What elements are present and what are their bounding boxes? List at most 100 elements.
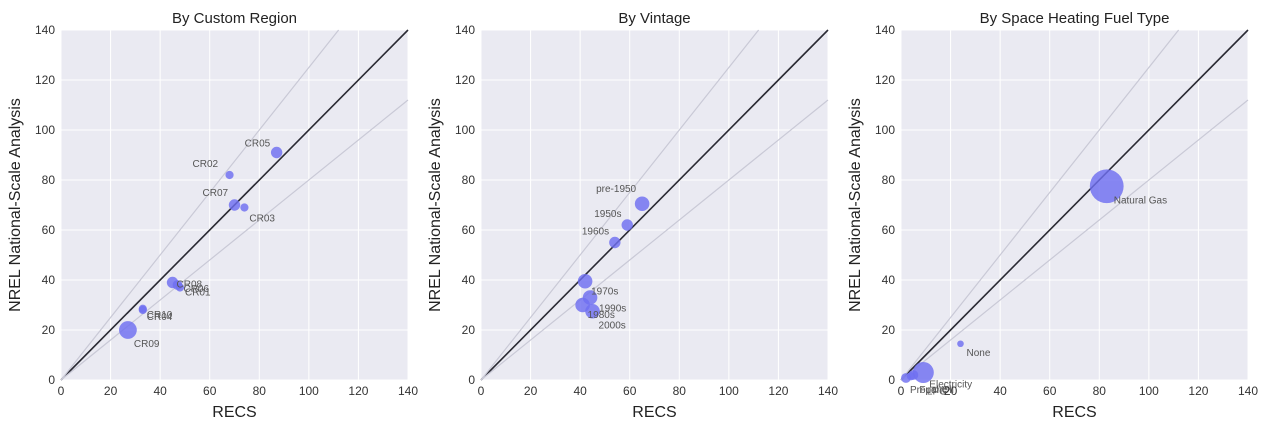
x-tick-label: 0	[58, 384, 65, 398]
chart-title: By Space Heating Fuel Type	[980, 10, 1170, 27]
y-tick-label: 40	[42, 273, 56, 287]
point-label: Propane	[910, 385, 948, 396]
y-tick-label: 120	[875, 73, 895, 87]
gridlines	[900, 29, 1249, 381]
point-label: LPG	[927, 386, 947, 397]
x-axis-label: RECS	[632, 404, 676, 421]
x-tick-label: 40	[993, 384, 1007, 398]
x-tick-label: 60	[203, 384, 217, 398]
x-tick-label: 120	[768, 384, 788, 398]
reference-line	[900, 29, 1180, 381]
y-tick-labels: 0 20 40 60 80 100 120 140	[875, 23, 895, 387]
data-point	[270, 146, 283, 159]
point-label: CR02	[193, 159, 219, 170]
point-label: CR07	[203, 188, 229, 199]
x-tick-label: 20	[944, 384, 958, 398]
data-point	[609, 236, 621, 249]
x-tick-label: 100	[719, 384, 739, 398]
identity-line	[480, 29, 829, 381]
y-tick-label: 60	[42, 223, 56, 237]
x-tick-label: 120	[348, 384, 368, 398]
point-label: CR05	[245, 139, 271, 150]
y-tick-label: 80	[42, 173, 56, 187]
x-tick-label: 40	[573, 384, 587, 398]
data-point	[634, 196, 650, 212]
reference-line	[480, 29, 760, 381]
y-tick-label: 100	[455, 123, 475, 137]
point-label: CR09	[134, 339, 160, 350]
point-label: Natural Gas	[1114, 195, 1167, 206]
x-tick-labels: 0 20 40 60 80 100 120 140	[898, 384, 1259, 398]
point-label: 1980s	[588, 310, 615, 321]
y-tick-label: 100	[35, 123, 55, 137]
data-points	[901, 169, 1124, 383]
x-tick-label: 60	[1043, 384, 1057, 398]
data-point	[228, 199, 241, 211]
point-label: CR06	[183, 284, 209, 295]
data-point	[585, 303, 600, 319]
data-point	[240, 203, 249, 212]
point-label: Electricity	[929, 380, 972, 391]
x-tick-labels: 0 20 40 60 80 100 120 140	[478, 384, 839, 398]
reference-lines	[900, 29, 1249, 381]
point-label: CR04	[147, 312, 173, 323]
y-axis-label: NREL National-Scale Analysis	[427, 98, 444, 312]
y-tick-label: 80	[462, 173, 476, 187]
point-label: 1950s	[594, 209, 621, 220]
reference-line	[900, 99, 1249, 381]
point-label: 1990s	[599, 304, 626, 315]
data-point	[957, 340, 964, 348]
x-tick-label: 0	[478, 384, 485, 398]
data-point	[1089, 169, 1124, 204]
x-tick-label: 120	[1188, 384, 1208, 398]
x-axis-label: RECS	[212, 404, 256, 421]
point-label: CR03	[249, 214, 275, 225]
y-tick-label: 140	[35, 23, 55, 37]
chart-title: By Custom Region	[172, 10, 297, 27]
point-label: CR10	[147, 310, 173, 321]
data-point	[175, 283, 185, 292]
x-tick-label: 100	[299, 384, 319, 398]
x-tick-label: 0	[898, 384, 905, 398]
x-tick-label: 140	[818, 384, 838, 398]
point-label: CR08	[177, 280, 203, 291]
gridlines	[480, 29, 829, 381]
y-tick-labels: 0 20 40 60 80 100 120 140	[35, 23, 55, 387]
chart-title: By Vintage	[618, 10, 690, 27]
x-tick-label: 60	[623, 384, 637, 398]
identity-line	[900, 29, 1249, 381]
data-point	[225, 170, 234, 180]
reference-line	[60, 29, 340, 381]
point-label: 1960s	[582, 227, 609, 238]
gridlines	[60, 29, 409, 381]
y-tick-label: 0	[888, 373, 895, 387]
data-point	[912, 362, 934, 383]
y-tick-label: 20	[42, 323, 56, 337]
reference-line	[480, 99, 829, 381]
point-label: Fuel Oil	[919, 385, 953, 396]
y-axis-label: NREL National-Scale Analysis	[847, 98, 864, 312]
data-point	[901, 373, 911, 383]
x-tick-labels: 0 20 40 60 80 100 120 140	[58, 384, 419, 398]
data-point	[119, 321, 137, 339]
point-label: 2000s	[599, 320, 626, 331]
x-tick-label: 40	[153, 384, 167, 398]
y-tick-label: 120	[35, 73, 55, 87]
x-tick-label: 80	[673, 384, 687, 398]
x-tick-label: 80	[1093, 384, 1107, 398]
y-tick-label: 100	[875, 123, 895, 137]
point-label: 1970s	[591, 286, 618, 297]
data-points	[119, 146, 283, 339]
data-point	[621, 219, 633, 231]
y-tick-label: 20	[882, 323, 896, 337]
reference-lines	[480, 29, 829, 381]
x-tick-label: 140	[398, 384, 418, 398]
y-tick-label: 0	[468, 373, 475, 387]
x-tick-label: 100	[1139, 384, 1159, 398]
data-points	[575, 196, 650, 319]
